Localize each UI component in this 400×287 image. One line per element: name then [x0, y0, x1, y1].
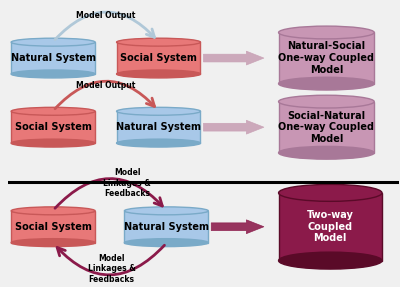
Text: Model Output: Model Output	[76, 11, 136, 20]
Text: Natural System: Natural System	[116, 122, 201, 132]
Text: Natural System: Natural System	[11, 53, 96, 63]
FancyBboxPatch shape	[11, 42, 95, 74]
Ellipse shape	[11, 139, 95, 147]
Ellipse shape	[278, 185, 382, 201]
Ellipse shape	[116, 70, 200, 78]
FancyBboxPatch shape	[11, 111, 95, 143]
FancyBboxPatch shape	[116, 42, 200, 74]
Ellipse shape	[116, 139, 200, 147]
Ellipse shape	[116, 107, 200, 115]
Ellipse shape	[124, 207, 208, 215]
Ellipse shape	[278, 252, 382, 269]
Ellipse shape	[278, 26, 374, 39]
FancyBboxPatch shape	[124, 211, 208, 243]
Ellipse shape	[11, 70, 95, 78]
Text: Social-Natural
One-way Coupled
Model: Social-Natural One-way Coupled Model	[278, 110, 374, 144]
FancyBboxPatch shape	[278, 32, 374, 84]
Ellipse shape	[278, 95, 374, 108]
FancyBboxPatch shape	[11, 211, 95, 243]
Text: Natural System: Natural System	[124, 222, 209, 232]
FancyBboxPatch shape	[278, 193, 382, 261]
Text: Social System: Social System	[120, 53, 197, 63]
Polygon shape	[204, 120, 264, 134]
Text: Model
Linkages &
Feedbacks: Model Linkages & Feedbacks	[103, 168, 151, 198]
Text: Social System: Social System	[15, 122, 92, 132]
Ellipse shape	[11, 107, 95, 115]
Ellipse shape	[124, 239, 208, 247]
Ellipse shape	[116, 38, 200, 46]
Ellipse shape	[11, 207, 95, 215]
Ellipse shape	[11, 239, 95, 247]
Text: Model
Linkages &
Feedbacks: Model Linkages & Feedbacks	[88, 254, 136, 284]
FancyBboxPatch shape	[116, 111, 200, 143]
Ellipse shape	[278, 77, 374, 90]
Text: Two-way
Coupled
Model: Two-way Coupled Model	[307, 210, 354, 243]
Text: Social System: Social System	[15, 222, 92, 232]
Polygon shape	[204, 51, 264, 65]
Text: Model Output: Model Output	[76, 81, 136, 90]
Ellipse shape	[278, 146, 374, 159]
Ellipse shape	[11, 38, 95, 46]
Polygon shape	[211, 220, 264, 234]
Text: Natural-Social
One-way Coupled
Model: Natural-Social One-way Coupled Model	[278, 42, 374, 75]
FancyBboxPatch shape	[278, 102, 374, 153]
